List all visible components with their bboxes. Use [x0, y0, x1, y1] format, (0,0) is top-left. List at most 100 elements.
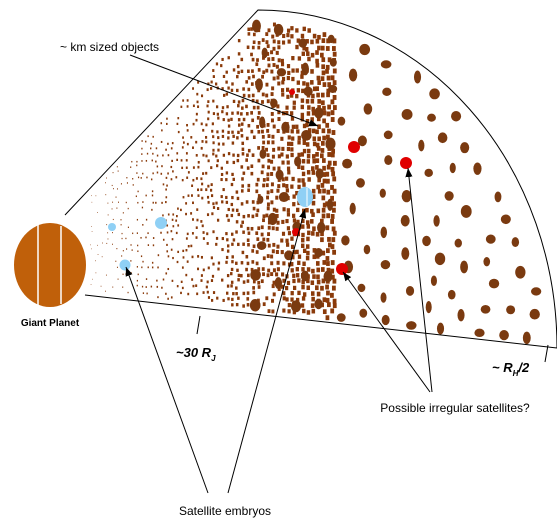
particle [330, 152, 335, 158]
particle [112, 172, 114, 174]
particle [261, 129, 264, 134]
particle [191, 194, 193, 197]
particle [301, 243, 305, 248]
particle [126, 182, 128, 184]
particle [349, 202, 356, 215]
particle [305, 99, 310, 104]
particle [195, 226, 198, 229]
particle [172, 225, 175, 228]
particle [241, 141, 245, 146]
particle [247, 242, 250, 247]
particle [255, 62, 259, 67]
particle [306, 236, 310, 242]
particle [162, 278, 165, 281]
particle [291, 56, 295, 61]
particle [292, 310, 296, 315]
particle [240, 261, 244, 265]
particle [321, 64, 325, 70]
particle [187, 292, 190, 296]
particle [290, 291, 294, 296]
particle [251, 260, 255, 264]
particle [256, 177, 260, 182]
particle [235, 286, 238, 290]
particle [401, 189, 412, 203]
particle [274, 277, 283, 290]
particle [256, 124, 259, 129]
particle [230, 267, 234, 272]
particle [500, 214, 511, 225]
particle [332, 188, 337, 194]
particle [286, 33, 290, 38]
particle [437, 132, 448, 144]
particle [232, 153, 235, 157]
particle [310, 69, 314, 74]
particle [285, 87, 290, 92]
particle [155, 160, 157, 163]
particle [286, 160, 290, 165]
particle [146, 292, 148, 295]
particle [270, 200, 274, 205]
particle [316, 291, 321, 297]
particle [131, 249, 133, 251]
particle [235, 190, 239, 194]
particle [290, 152, 294, 158]
particle [321, 213, 326, 219]
particle [141, 160, 143, 162]
particle [305, 142, 310, 147]
irregular-satellite [289, 89, 295, 95]
particle [197, 160, 200, 164]
particle [132, 232, 134, 235]
particle [449, 162, 456, 174]
particle [280, 136, 284, 141]
particle [262, 214, 266, 219]
particle [240, 202, 244, 206]
particle [310, 80, 314, 85]
particle [305, 207, 309, 213]
particle [192, 178, 195, 182]
particle [176, 285, 179, 288]
particle [191, 232, 194, 235]
particle [241, 177, 244, 181]
particle [210, 80, 213, 84]
particle [247, 94, 251, 98]
particle [305, 82, 310, 87]
particle [127, 291, 129, 294]
particle [277, 166, 281, 171]
particle [321, 128, 326, 134]
particle [246, 303, 250, 307]
particle [235, 292, 238, 296]
particle [182, 99, 185, 102]
particle [290, 244, 295, 250]
particle [195, 140, 198, 144]
particle [311, 106, 315, 112]
particle [460, 260, 468, 274]
particle [246, 279, 250, 283]
particle [221, 278, 224, 282]
particle [267, 165, 271, 170]
particle [327, 242, 332, 248]
particle [130, 260, 132, 262]
particle [301, 267, 305, 272]
particle [301, 284, 305, 290]
particle [170, 230, 173, 233]
particle [240, 274, 243, 278]
particle [312, 33, 317, 39]
particle [301, 296, 306, 301]
particle [251, 200, 255, 204]
particle [330, 244, 335, 250]
particle [280, 250, 284, 255]
particle [275, 64, 279, 69]
particle [130, 166, 132, 168]
particle [212, 152, 215, 156]
particle [240, 134, 244, 138]
particle [260, 232, 264, 237]
particle [156, 279, 158, 282]
particle [276, 260, 280, 265]
particle [311, 200, 316, 206]
particle [236, 64, 240, 69]
particle [332, 201, 337, 207]
particle [165, 196, 168, 199]
irregular-label: Possible irregular satellites? [380, 401, 530, 415]
particle [150, 147, 152, 150]
particle [247, 231, 251, 235]
